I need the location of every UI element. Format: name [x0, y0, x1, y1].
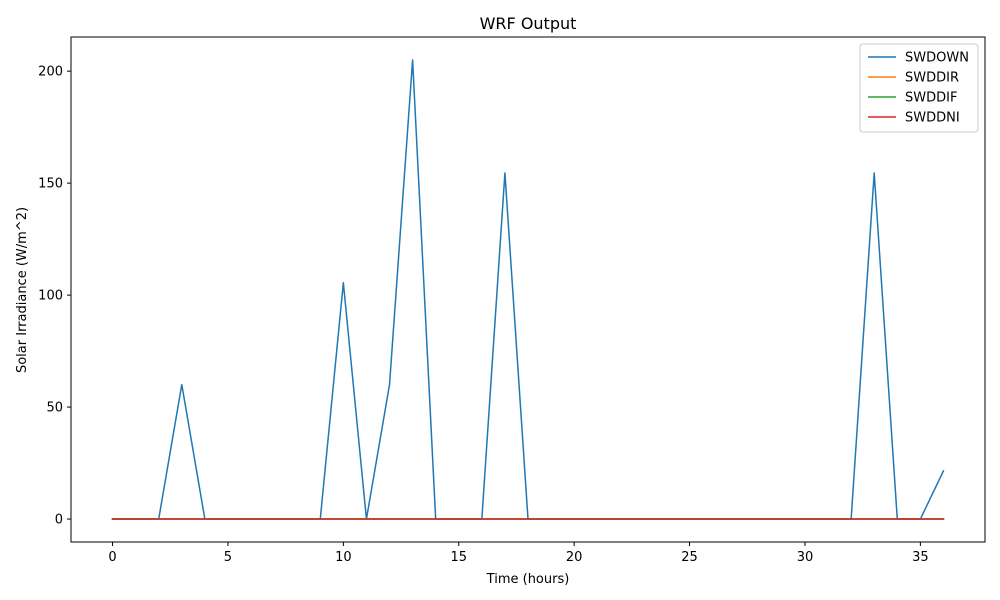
x-tick-label: 35 — [912, 550, 929, 565]
y-axis-label: Solar Irradiance (W/m^2) — [15, 207, 30, 373]
legend-label: SWDDIF — [905, 91, 957, 106]
legend-box — [859, 43, 979, 133]
legend-label: SWDOWN — [905, 51, 969, 66]
x-tick-label: 5 — [224, 550, 232, 565]
y-tick-label: 50 — [46, 401, 63, 416]
plot-area — [70, 36, 986, 543]
x-tick-label: 10 — [335, 550, 352, 565]
y-tick-label: 200 — [38, 65, 63, 80]
x-tick-label: 20 — [566, 550, 583, 565]
x-tick-label: 30 — [797, 550, 814, 565]
chart-title: WRF Output — [480, 14, 577, 33]
legend-label: SWDDIR — [905, 71, 959, 86]
series-line-swdown — [111, 59, 945, 520]
y-tick-label: 150 — [38, 177, 63, 192]
x-tick-label: 15 — [450, 550, 467, 565]
x-tick-label: 0 — [108, 550, 116, 565]
y-tick-label: 100 — [38, 289, 63, 304]
legend-label: SWDDNI — [905, 111, 960, 126]
y-tick-label: 0 — [55, 513, 63, 528]
x-axis-label: Time (hours) — [486, 572, 570, 587]
legend: SWDOWN SWDDIR SWDDIF SWDDNI — [859, 43, 979, 133]
y-axis: 0 50 100 150 200 — [38, 65, 71, 528]
x-axis: 0 5 10 15 20 25 30 35 — [108, 542, 929, 565]
x-tick-label: 25 — [681, 550, 698, 565]
